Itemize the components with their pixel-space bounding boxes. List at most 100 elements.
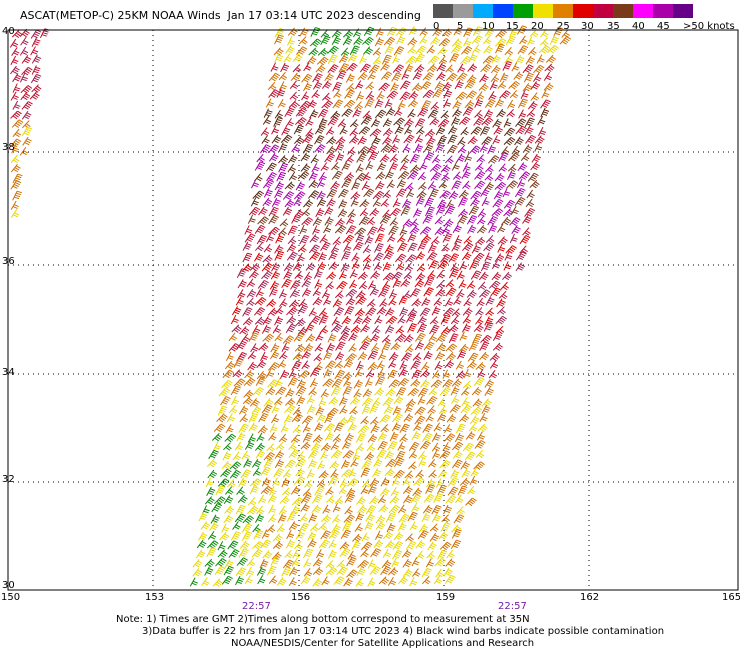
wind-barb xyxy=(506,170,516,181)
wind-barb xyxy=(348,135,360,144)
wind-barb xyxy=(215,485,226,496)
wind-barb xyxy=(217,405,228,416)
wind-barb xyxy=(336,280,348,290)
wind-barb xyxy=(481,404,491,415)
wind-barb xyxy=(410,378,421,387)
wind-barb xyxy=(209,521,219,531)
wind-barb xyxy=(479,73,489,83)
wind-barb xyxy=(304,479,313,489)
wind-barb xyxy=(403,413,414,422)
wind-barb xyxy=(506,108,516,118)
wind-barb xyxy=(268,89,280,98)
wind-barb xyxy=(487,155,500,164)
wind-barb xyxy=(278,505,288,515)
wind-barb xyxy=(30,73,42,84)
wind-barb xyxy=(239,540,250,549)
wind-barb xyxy=(434,80,444,90)
colorbar-segment xyxy=(633,4,653,18)
wind-barb xyxy=(289,91,299,100)
wind-barb xyxy=(294,117,307,126)
wind-barb xyxy=(426,45,436,54)
wind-barb xyxy=(258,412,269,423)
wind-barb xyxy=(414,53,425,64)
wind-barb xyxy=(257,575,266,585)
wind-barb xyxy=(490,64,501,74)
wind-barb xyxy=(308,513,318,523)
wind-barb xyxy=(333,89,342,98)
wind-barb xyxy=(227,479,236,488)
wind-barb xyxy=(403,134,415,144)
wind-barb xyxy=(21,55,32,64)
wind-barb xyxy=(396,386,407,397)
wind-barb xyxy=(307,190,320,199)
wind-barb xyxy=(263,243,273,253)
wind-barb xyxy=(369,495,379,505)
wind-barb xyxy=(265,162,277,172)
wind-barb xyxy=(273,116,283,127)
wind-barb xyxy=(358,280,368,290)
wind-barb xyxy=(311,494,323,504)
wind-barb xyxy=(20,91,31,101)
wind-barb xyxy=(474,236,486,246)
wind-barb xyxy=(449,53,460,63)
wind-barb xyxy=(247,361,257,371)
wind-barb xyxy=(262,333,275,343)
wind-barb xyxy=(462,380,472,389)
wind-barb xyxy=(360,323,371,333)
wind-barb xyxy=(11,143,20,154)
wind-barb xyxy=(200,521,211,530)
wind-barb xyxy=(434,360,443,371)
wind-barb xyxy=(402,290,412,299)
wind-barb xyxy=(331,161,340,171)
lon-label-162: 162 xyxy=(580,592,600,603)
wind-barb xyxy=(208,449,219,460)
wind-barb xyxy=(417,395,426,405)
wind-barb xyxy=(327,54,338,65)
wind-barb xyxy=(352,108,362,118)
wind-barb xyxy=(414,415,426,425)
wind-barb xyxy=(389,431,399,442)
wind-barb xyxy=(250,343,259,353)
wind-barb xyxy=(474,162,484,172)
wind-barb xyxy=(268,575,278,584)
wind-barb xyxy=(481,117,494,126)
wind-barb xyxy=(10,154,20,164)
wind-barb xyxy=(198,511,208,522)
wind-barb xyxy=(321,289,330,299)
wind-barb xyxy=(397,234,406,243)
wind-barb xyxy=(517,45,529,55)
wind-barb xyxy=(388,144,399,153)
wind-barb xyxy=(381,280,391,290)
wind-barb xyxy=(350,191,361,200)
wind-barb xyxy=(440,326,451,335)
wind-barb xyxy=(484,386,494,396)
wind-barb xyxy=(285,45,295,54)
wind-barb xyxy=(360,467,371,478)
wind-barb xyxy=(500,281,510,291)
wind-barb xyxy=(355,442,365,452)
wind-barb xyxy=(314,135,325,145)
wind-barb xyxy=(291,557,300,567)
wind-barb xyxy=(346,487,356,497)
wind-barb xyxy=(427,541,437,551)
wind-barb xyxy=(444,574,456,584)
wind-barb xyxy=(345,73,355,83)
wind-barb xyxy=(281,342,290,352)
wind-barb xyxy=(231,395,239,406)
wind-barb xyxy=(319,325,329,334)
wind-barb xyxy=(536,54,545,64)
wind-barb xyxy=(477,423,488,433)
wind-barb xyxy=(392,413,404,423)
wind-barb xyxy=(457,144,467,154)
wind-barb xyxy=(301,278,312,288)
note-line-3: NOAA/NESDIS/Center for Satellite Applica… xyxy=(231,638,535,649)
wind-barb xyxy=(386,90,399,99)
wind-barb xyxy=(479,351,490,361)
wind-barb xyxy=(344,493,356,503)
wind-barb xyxy=(367,226,378,236)
wind-barb xyxy=(484,172,494,181)
wind-barb xyxy=(324,431,335,441)
wind-barb xyxy=(471,386,482,396)
wind-barb xyxy=(341,440,352,450)
wind-barb xyxy=(429,523,439,532)
